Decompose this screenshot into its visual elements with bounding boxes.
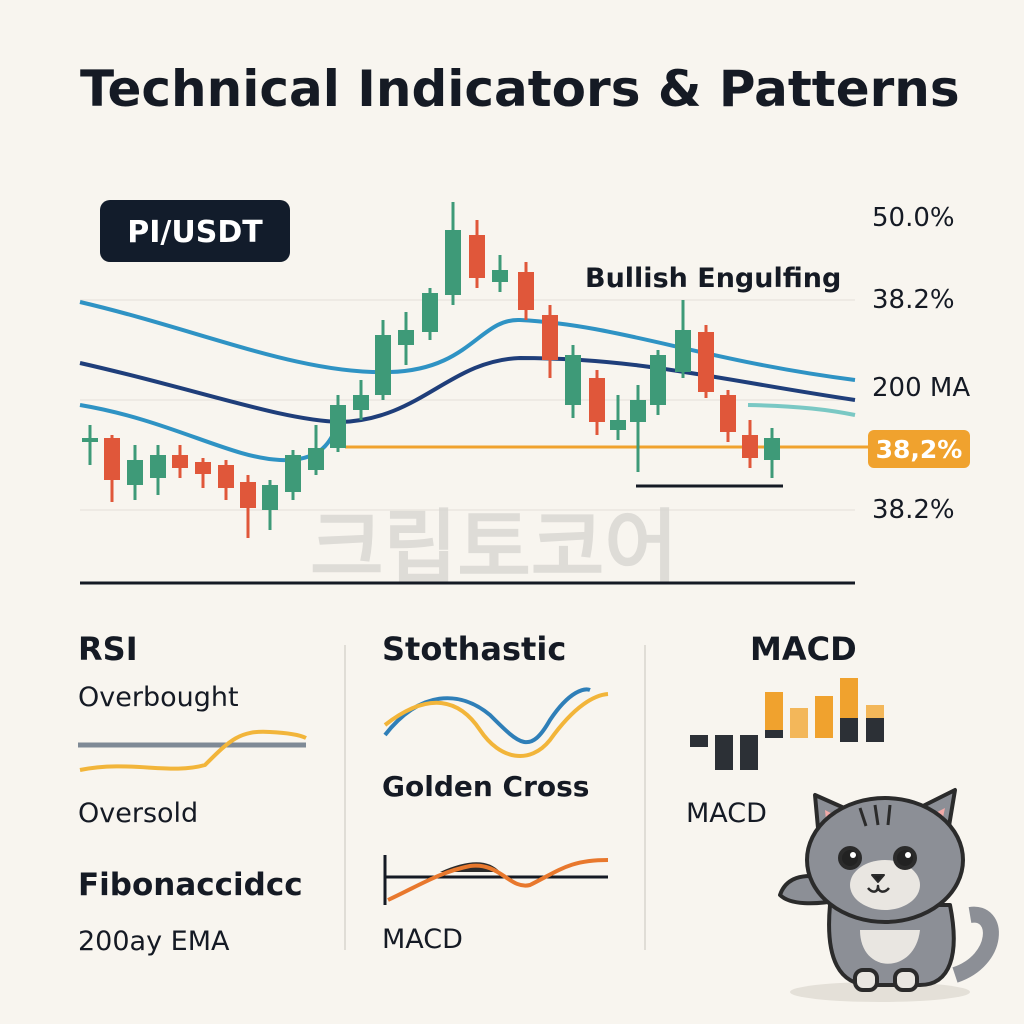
candle-body (240, 482, 256, 508)
panel-title: Stothastic (382, 630, 566, 668)
candle-body (469, 235, 485, 278)
title: Technical Indicators & Patterns (80, 60, 960, 118)
candle-body (675, 330, 691, 372)
ma-line (747, 403, 856, 417)
candle-body (195, 462, 211, 474)
level-label: 38.2% (872, 495, 955, 525)
histogram-bar (715, 735, 733, 770)
cat-mascot (778, 788, 999, 1002)
panel-title: RSI (78, 630, 138, 668)
histogram-bar (790, 708, 808, 738)
histogram-bar (765, 730, 783, 738)
histogram-bar (740, 735, 758, 770)
histogram-bar (866, 705, 884, 718)
panel-label: MACD (686, 798, 767, 829)
panel-label: Overbought (78, 682, 239, 713)
candle-body (398, 330, 414, 345)
candle-body (422, 293, 438, 332)
pair-badge (100, 200, 290, 262)
candle-body (104, 438, 120, 480)
candle-body (127, 460, 143, 485)
level-label: 50.0% (872, 203, 955, 233)
level-label: 38,2% (876, 435, 963, 464)
annotation: Bullish Engulfing (585, 263, 841, 294)
panel-title: MACD (750, 630, 857, 668)
histogram-bar (690, 735, 708, 747)
footer-title: Fibonaccidcc (78, 867, 303, 903)
candle-body (330, 405, 346, 448)
candle-body (698, 332, 714, 392)
stoch-line (383, 692, 609, 758)
candle-body (375, 335, 391, 395)
candle-body (492, 270, 508, 282)
level-label: 200 MA (872, 373, 970, 403)
candle-body (172, 455, 188, 468)
macd-histogram (690, 678, 884, 770)
candle-body (764, 438, 780, 460)
panel-label: Golden Cross (382, 770, 589, 803)
histogram-bar (866, 718, 884, 742)
candle-body (610, 420, 626, 430)
level-badge (868, 430, 970, 468)
candle-body (218, 465, 234, 488)
candle-body (565, 355, 581, 405)
histogram-bar (840, 678, 858, 718)
candle-body (262, 485, 278, 510)
candle-body (285, 455, 301, 492)
candles (82, 202, 780, 538)
footer-label: MACD (382, 924, 463, 955)
candle-body (542, 315, 558, 360)
watermark: 크립토코어 (310, 501, 678, 594)
histogram-bar (815, 696, 833, 738)
macd-line (387, 858, 609, 902)
candle-body (589, 378, 605, 422)
rsi-line (79, 729, 307, 772)
candle-body (630, 400, 646, 422)
candle-body (720, 395, 736, 432)
pair-label: PI/USDT (127, 215, 263, 250)
panel-label: Oversold (78, 798, 198, 829)
histogram-bar (765, 692, 783, 730)
candle-body (82, 438, 98, 442)
histogram-bar (840, 718, 858, 742)
stoch-line (383, 687, 591, 744)
candle-body (742, 435, 758, 458)
candle-body (650, 355, 666, 405)
candle-body (445, 230, 461, 295)
candle-body (518, 272, 534, 310)
candle-body (353, 395, 369, 410)
level-label: 38.2% (872, 285, 955, 315)
candle-body (150, 455, 166, 478)
footer-label: 200ay EMA (78, 926, 230, 957)
candle-body (308, 448, 324, 470)
